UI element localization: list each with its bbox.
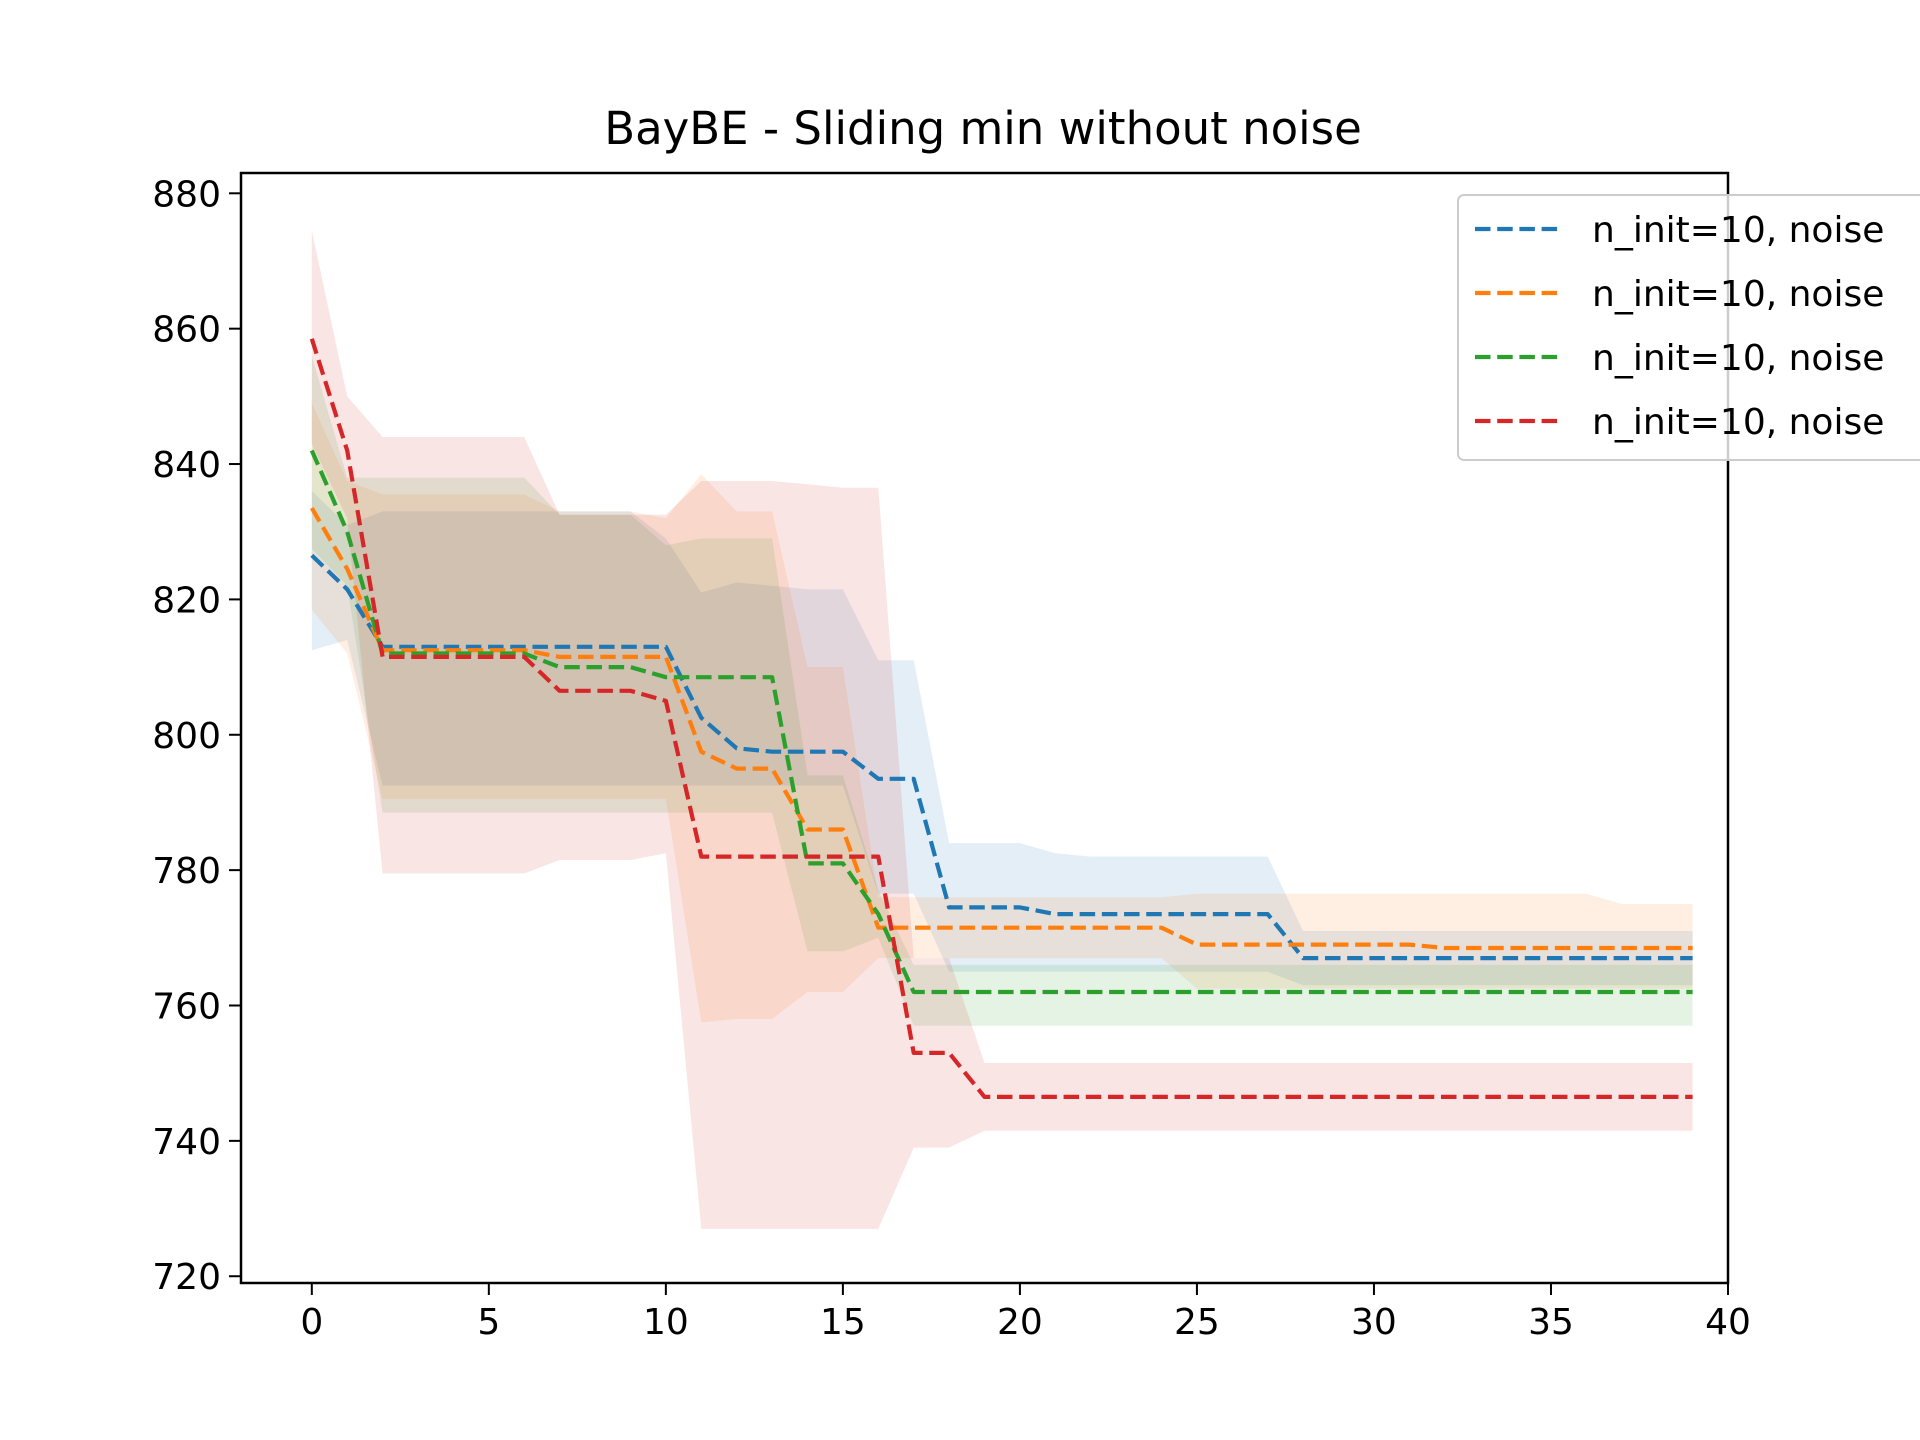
band-series-4 <box>311 230 1693 1229</box>
y-tick-label: 860 <box>152 310 221 351</box>
x-axis: 0 5 10 15 20 25 30 35 40 <box>300 1283 1751 1343</box>
legend: n_init=10, noise n_init=10, noise n_init=1… <box>1457 194 1920 461</box>
y-tick-label: 820 <box>152 580 221 621</box>
legend-box <box>1457 194 1920 461</box>
y-axis: 720 740 760 780 800 820 840 860 880 <box>152 174 241 1298</box>
y-tick-label: 760 <box>152 987 221 1028</box>
line-series-1 <box>310 553 1693 961</box>
x-tick-label: 5 <box>477 1302 500 1343</box>
band-series-1 <box>311 491 1693 986</box>
plot-frame <box>239 171 1730 1285</box>
x-tick-label: 25 <box>1174 1302 1220 1343</box>
x-tick-label: 40 <box>1705 1302 1751 1343</box>
legend-label: n_init=10, noise <box>1592 338 1884 379</box>
y-tick-label: 780 <box>152 851 221 892</box>
y-tick-label: 840 <box>152 445 221 486</box>
x-tick-label: 35 <box>1528 1302 1574 1343</box>
line-series-2 <box>309 506 1693 951</box>
x-tick-label: 15 <box>820 1302 866 1343</box>
line-series-3 <box>309 449 1693 995</box>
y-tick-label: 800 <box>152 716 221 757</box>
x-tick-label: 20 <box>997 1302 1043 1343</box>
x-tick-label: 0 <box>300 1302 323 1343</box>
y-tick-label: 740 <box>152 1122 221 1163</box>
band-series-2 <box>311 403 1693 1023</box>
legend-label: n_init=10, noise <box>1592 210 1884 251</box>
legend-label: n_init=10, noise <box>1592 402 1884 443</box>
x-tick-label: 10 <box>643 1302 689 1343</box>
legend-label: n_init=10, noise <box>1592 274 1884 315</box>
y-tick-label: 720 <box>152 1257 221 1298</box>
chart-title: BayBE - Sliding min without noise <box>604 102 1362 155</box>
series-lines <box>309 338 1693 1100</box>
y-tick-label: 880 <box>152 174 221 215</box>
x-tick-label: 30 <box>1351 1302 1397 1343</box>
line-series-4 <box>309 338 1693 1100</box>
